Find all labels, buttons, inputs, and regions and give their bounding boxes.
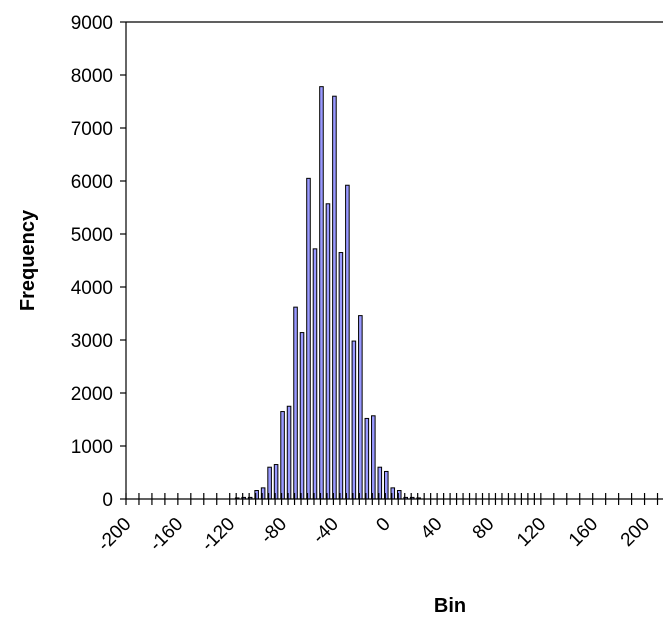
y-tick-label: 6000: [71, 172, 113, 193]
histogram-bar: [312, 248, 318, 500]
x-tick-label: 0: [372, 514, 394, 536]
histogram-bar: [299, 332, 305, 500]
histogram-bar: [280, 411, 285, 500]
x-tick-label: 200: [617, 514, 654, 551]
y-tick-label: 1000: [71, 437, 113, 458]
x-tick-label: -160: [146, 514, 188, 556]
x-tick-label: -120: [198, 514, 240, 556]
y-axis-title: Frequency: [17, 209, 39, 311]
bars-group: [234, 86, 421, 500]
y-tick-label: 4000: [71, 278, 113, 299]
y-tick-label: 7000: [71, 119, 113, 140]
x-tick-label: -40: [309, 514, 343, 548]
histogram-bar: [306, 177, 311, 500]
histogram-bar: [364, 417, 370, 500]
histogram-bar: [325, 203, 331, 500]
x-tick-label: -200: [94, 514, 136, 556]
x-tick-label: 160: [565, 514, 602, 551]
histogram-bar: [286, 405, 292, 500]
x-tick-label: 120: [513, 514, 550, 551]
histogram-bar: [358, 315, 363, 500]
x-axis-title: Bin: [434, 595, 466, 617]
y-axis-ticks: 0 1000 2000 3000 4000 5000 6000 7000 8000 9000: [71, 13, 126, 511]
y-tick-label: 2000: [71, 384, 113, 405]
y-tick-label: 0: [102, 490, 113, 511]
histogram-bar: [332, 95, 337, 500]
histogram-bar: [351, 340, 357, 500]
x-axis-ticks: -200 -160 -120 -80 -40 0 40 80 120 160 200: [94, 493, 659, 556]
x-tick-label: -80: [257, 514, 291, 548]
histogram-bar: [319, 86, 324, 500]
y-tick-label: 9000: [71, 13, 113, 34]
histogram-bar: [293, 306, 298, 500]
y-tick-label: 8000: [71, 66, 113, 87]
x-tick-label: 80: [469, 514, 499, 544]
histogram-bar: [371, 415, 376, 500]
y-tick-label: 5000: [71, 225, 113, 246]
x-tick-label: 40: [417, 514, 447, 544]
histogram-bar: [345, 184, 350, 500]
histogram-bar: [338, 252, 344, 500]
y-tick-label: 3000: [71, 331, 113, 352]
